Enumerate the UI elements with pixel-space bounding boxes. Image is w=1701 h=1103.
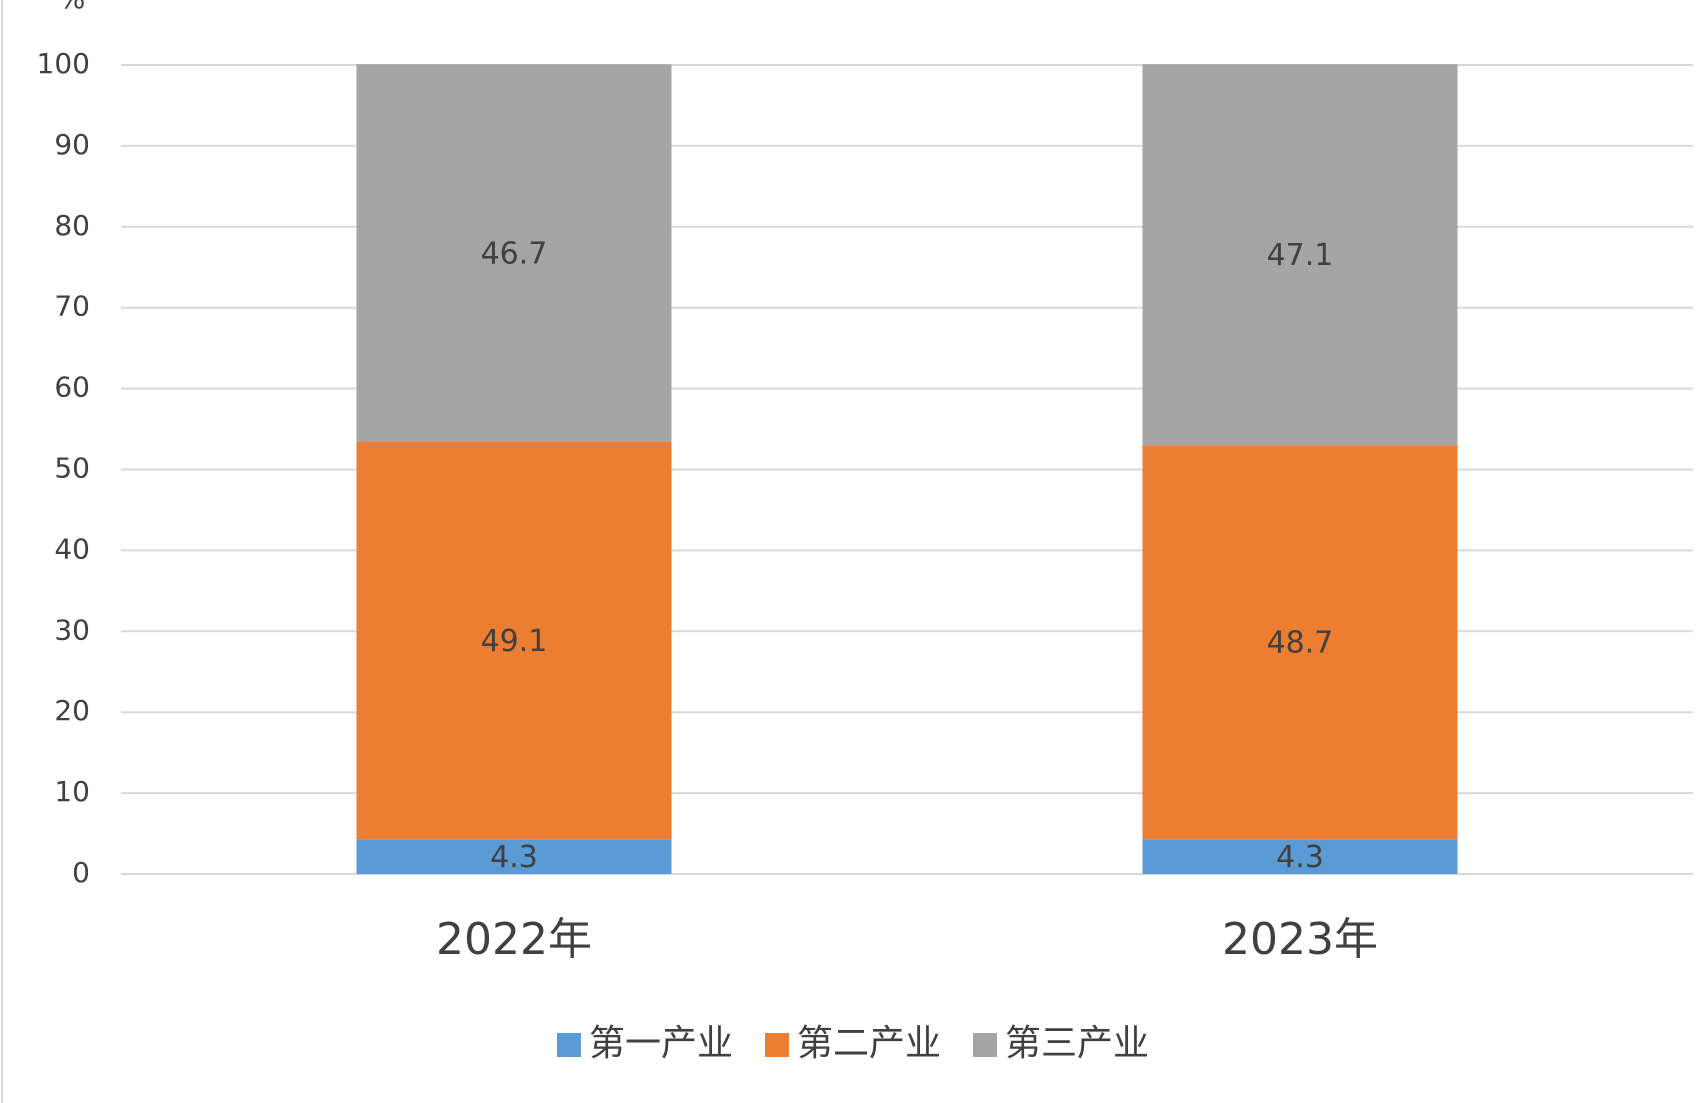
data-label: 47.1 bbox=[1267, 238, 1334, 273]
x-tick-label: 2022年 bbox=[436, 914, 592, 965]
bar-segment bbox=[356, 839, 672, 874]
data-label: 49.1 bbox=[481, 624, 548, 659]
x-tick-label: 2023年 bbox=[1222, 914, 1378, 965]
bar-segment bbox=[1142, 64, 1458, 446]
bar-segment bbox=[1142, 839, 1458, 874]
y-tick-label: 60 bbox=[54, 371, 90, 404]
y-axis-label: % bbox=[59, 0, 86, 15]
bar-segment bbox=[356, 441, 672, 840]
legend-swatch bbox=[973, 1033, 997, 1057]
y-tick-label: 90 bbox=[54, 128, 90, 161]
data-label: 4.3 bbox=[490, 840, 538, 875]
data-label: 48.7 bbox=[1267, 626, 1334, 661]
y-tick-label: 20 bbox=[54, 694, 90, 727]
y-tick-label: 40 bbox=[54, 532, 90, 565]
legend-label: 第一产业 bbox=[589, 1023, 733, 1064]
y-tick-label: 50 bbox=[54, 452, 90, 485]
data-label: 4.3 bbox=[1276, 840, 1324, 875]
legend-label: 第二产业 bbox=[797, 1023, 941, 1064]
y-tick-label: 30 bbox=[54, 613, 90, 646]
bar-segment bbox=[1142, 445, 1458, 840]
legend-label: 第三产业 bbox=[1005, 1023, 1149, 1064]
y-tick-label: 80 bbox=[54, 209, 90, 242]
legend-swatch bbox=[765, 1033, 789, 1057]
y-tick-label: 10 bbox=[54, 775, 90, 808]
y-tick-label: 0 bbox=[72, 856, 90, 889]
legend-swatch bbox=[557, 1033, 581, 1057]
y-tick-label: 100 bbox=[37, 47, 90, 80]
y-tick-label: 70 bbox=[54, 290, 90, 323]
bar-segment bbox=[356, 64, 672, 442]
data-label: 46.7 bbox=[481, 237, 548, 272]
